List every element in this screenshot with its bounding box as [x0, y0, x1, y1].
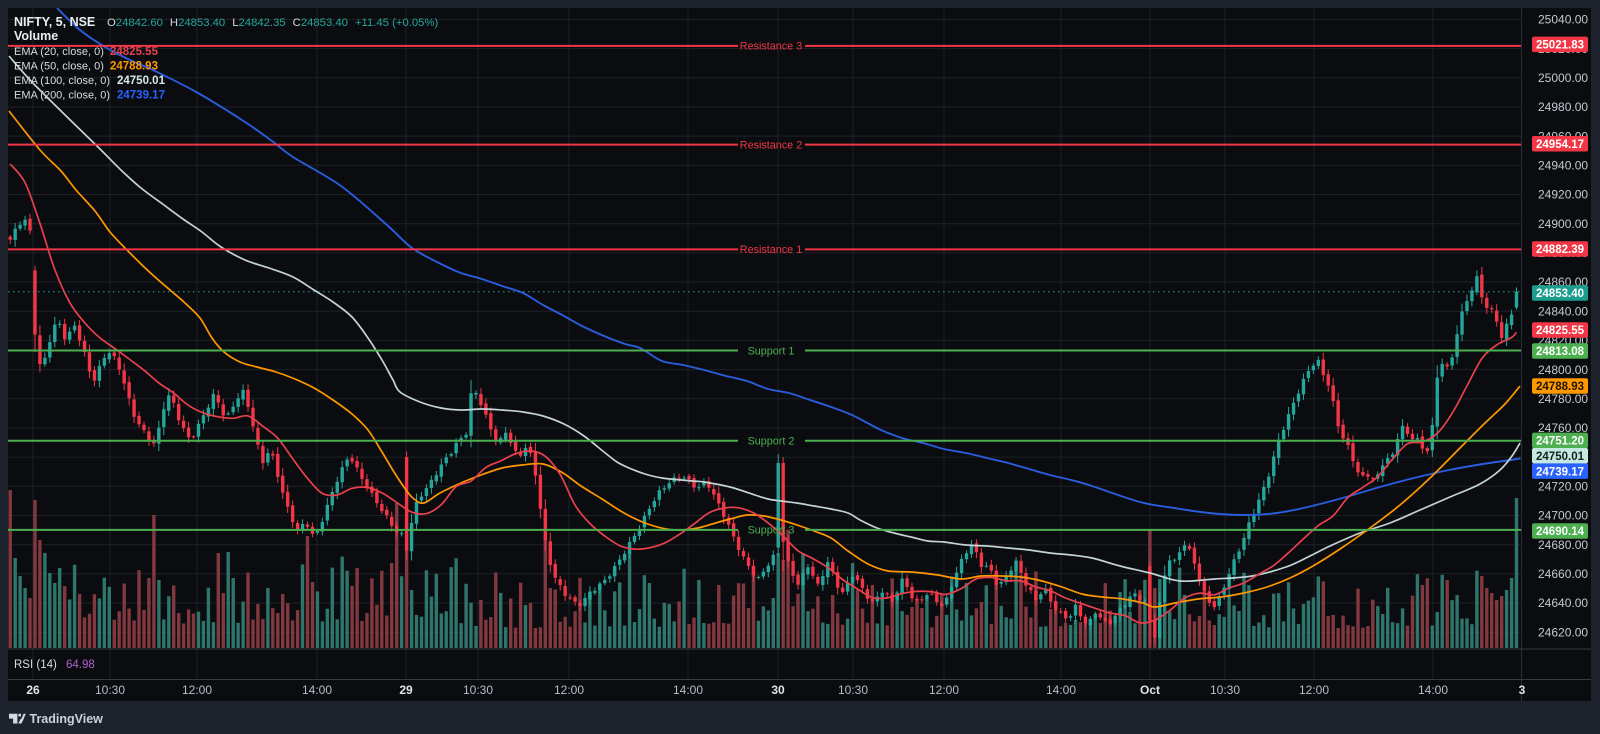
svg-text:24800.00: 24800.00 — [1538, 363, 1588, 377]
svg-text:3: 3 — [1519, 683, 1526, 697]
svg-text:Volume: Volume — [14, 29, 58, 43]
svg-text:24813.08: 24813.08 — [1536, 346, 1585, 358]
svg-text:Support 1: Support 1 — [748, 345, 795, 357]
svg-text:10:30: 10:30 — [838, 683, 868, 697]
svg-text:24825.55: 24825.55 — [110, 46, 159, 58]
svg-text:14:00: 14:00 — [1046, 683, 1076, 697]
svg-text:24825.55: 24825.55 — [1536, 325, 1585, 337]
svg-text:24760.00: 24760.00 — [1538, 421, 1588, 435]
svg-text:12:00: 12:00 — [1299, 683, 1329, 697]
svg-text:12:00: 12:00 — [182, 683, 212, 697]
svg-text:24788.93: 24788.93 — [1536, 381, 1584, 393]
svg-text:24900.00: 24900.00 — [1538, 217, 1588, 231]
svg-text:24750.01: 24750.01 — [117, 75, 166, 87]
svg-text:64.98: 64.98 — [66, 659, 95, 671]
svg-text:Support 3: Support 3 — [748, 525, 795, 537]
svg-text:14:00: 14:00 — [673, 683, 703, 697]
svg-text:10:30: 10:30 — [95, 683, 125, 697]
svg-text:24840.00: 24840.00 — [1538, 304, 1588, 318]
svg-text:NIFTY, 5, NSE: NIFTY, 5, NSE — [14, 15, 95, 29]
svg-text:EMA (200, close, 0): EMA (200, close, 0) — [14, 90, 110, 102]
svg-text:24788.93: 24788.93 — [110, 61, 158, 73]
svg-text:24940.00: 24940.00 — [1538, 159, 1588, 173]
svg-text:EMA (50, close, 0): EMA (50, close, 0) — [14, 61, 104, 73]
svg-text:24660.00: 24660.00 — [1538, 567, 1588, 581]
svg-text:10:30: 10:30 — [463, 683, 493, 697]
svg-text:10:30: 10:30 — [1210, 683, 1240, 697]
svg-text:24780.00: 24780.00 — [1538, 392, 1588, 406]
svg-text:24620.00: 24620.00 — [1538, 625, 1588, 639]
svg-text:30: 30 — [771, 683, 785, 697]
svg-text:Support 2: Support 2 — [748, 436, 795, 448]
svg-text:EMA (20, close, 0): EMA (20, close, 0) — [14, 46, 104, 58]
svg-text:25000.00: 25000.00 — [1538, 71, 1588, 85]
svg-text:Resistance 3: Resistance 3 — [740, 41, 802, 53]
svg-text:Oct: Oct — [1140, 683, 1160, 697]
svg-text:24690.14: 24690.14 — [1536, 526, 1585, 538]
svg-text:29: 29 — [399, 683, 413, 697]
svg-text:Resistance 2: Resistance 2 — [740, 139, 802, 151]
svg-text:Resistance 1: Resistance 1 — [740, 244, 802, 256]
svg-text:14:00: 14:00 — [302, 683, 332, 697]
svg-text:24920.00: 24920.00 — [1538, 188, 1588, 202]
svg-text:24720.00: 24720.00 — [1538, 480, 1588, 494]
svg-text:25021.83: 25021.83 — [1536, 40, 1584, 52]
svg-text:24980.00: 24980.00 — [1538, 100, 1588, 114]
svg-text:26: 26 — [26, 683, 40, 697]
svg-text:TradingView: TradingView — [30, 712, 104, 726]
svg-text:24739.17: 24739.17 — [1536, 466, 1584, 478]
svg-text:EMA (100, close, 0): EMA (100, close, 0) — [14, 75, 110, 87]
svg-text:24853.40: 24853.40 — [1536, 288, 1584, 300]
svg-text:24680.00: 24680.00 — [1538, 538, 1588, 552]
svg-text:24751.20: 24751.20 — [1536, 436, 1584, 448]
svg-text:25040.00: 25040.00 — [1538, 13, 1588, 27]
svg-text:RSI (14): RSI (14) — [14, 659, 57, 671]
svg-text:24640.00: 24640.00 — [1538, 596, 1588, 610]
svg-text:14:00: 14:00 — [1418, 683, 1448, 697]
svg-text:12:00: 12:00 — [554, 683, 584, 697]
svg-text:24954.17: 24954.17 — [1536, 139, 1584, 151]
svg-text:24700.00: 24700.00 — [1538, 509, 1588, 523]
svg-text:24750.01: 24750.01 — [1536, 451, 1585, 463]
svg-text:24882.39: 24882.39 — [1536, 244, 1584, 256]
svg-text:24739.17: 24739.17 — [117, 90, 165, 102]
svg-text:12:00: 12:00 — [929, 683, 959, 697]
